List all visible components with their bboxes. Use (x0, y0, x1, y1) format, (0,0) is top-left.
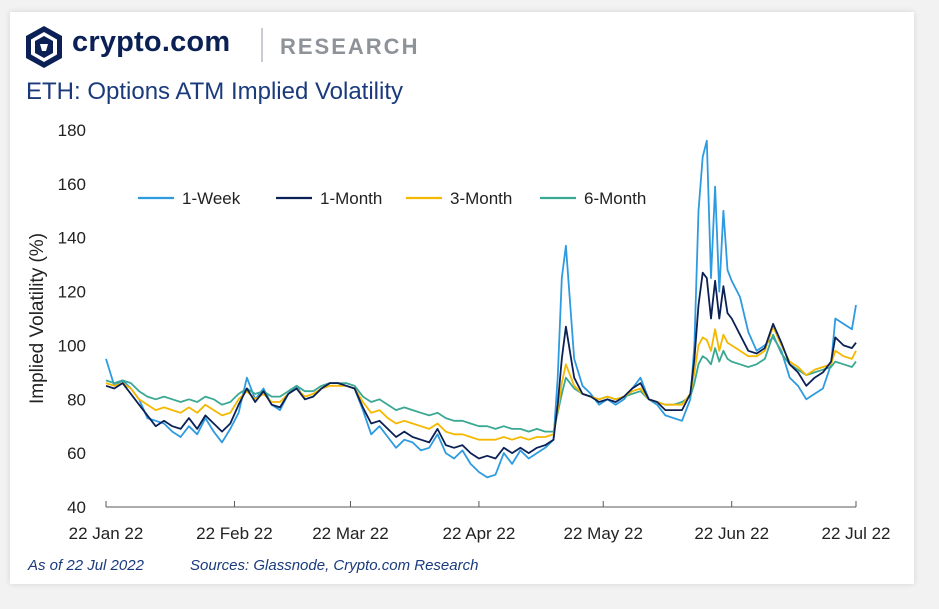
brand-section: RESEARCH (280, 34, 420, 59)
x-tick-label: 22 Mar 22 (312, 524, 389, 543)
y-tick-label: 40 (67, 498, 86, 517)
series-layer (105, 139, 857, 479)
axes-layer: 40 60 80 100 120 140 160 180 22 Jan 22 22 Feb 22 2… (27, 121, 891, 543)
y-tick-label: 180 (58, 121, 86, 140)
y-axis-label: Implied Volatility (%) (27, 233, 48, 404)
x-tick-label: 22 Jan 22 (69, 524, 144, 543)
crypto-com-logo-icon (26, 26, 62, 68)
legend-label: 6-Month (584, 189, 646, 208)
chart-card: crypto.com RESEARCH ETH: Options ATM Imp… (10, 12, 914, 584)
chart-title: ETH: Options ATM Implied Volatility (26, 78, 404, 105)
brand-name: crypto.com (72, 26, 231, 58)
y-tick-label: 140 (58, 229, 86, 248)
x-tick-label: 22 Feb 22 (196, 524, 273, 543)
series-line-3-month (105, 325, 857, 441)
header-divider (261, 28, 263, 62)
legend-label: 1-Month (320, 189, 382, 208)
x-tick-label: 22 Jun 22 (694, 524, 769, 543)
series-line-1-month (105, 271, 857, 460)
sources-note: Sources: Glassnode, Crypto.com Research (190, 557, 479, 574)
legend-label: 1-Week (182, 189, 241, 208)
line-chart: 40 60 80 100 120 140 160 180 22 Jan 22 22 Feb 22 2… (27, 121, 891, 543)
x-tick-label: 22 May 22 (564, 524, 643, 543)
y-tick-label: 120 (58, 283, 86, 302)
legend-label: 3-Month (450, 189, 512, 208)
header: crypto.com RESEARCH (10, 12, 914, 82)
y-tick-label: 60 (67, 444, 86, 463)
legend: 1-Week 1-Month 3-Month 6-Month (138, 189, 646, 208)
x-tick-label: 22 Apr 22 (443, 524, 516, 543)
y-tick-label: 160 (58, 175, 86, 194)
as-of-note: As of 22 Jul 2022 (28, 557, 144, 574)
series-line-6-month (105, 333, 857, 433)
y-tick-label: 100 (58, 336, 86, 355)
x-tick-label: 22 Jul 22 (822, 524, 891, 543)
y-tick-label: 80 (67, 390, 86, 409)
